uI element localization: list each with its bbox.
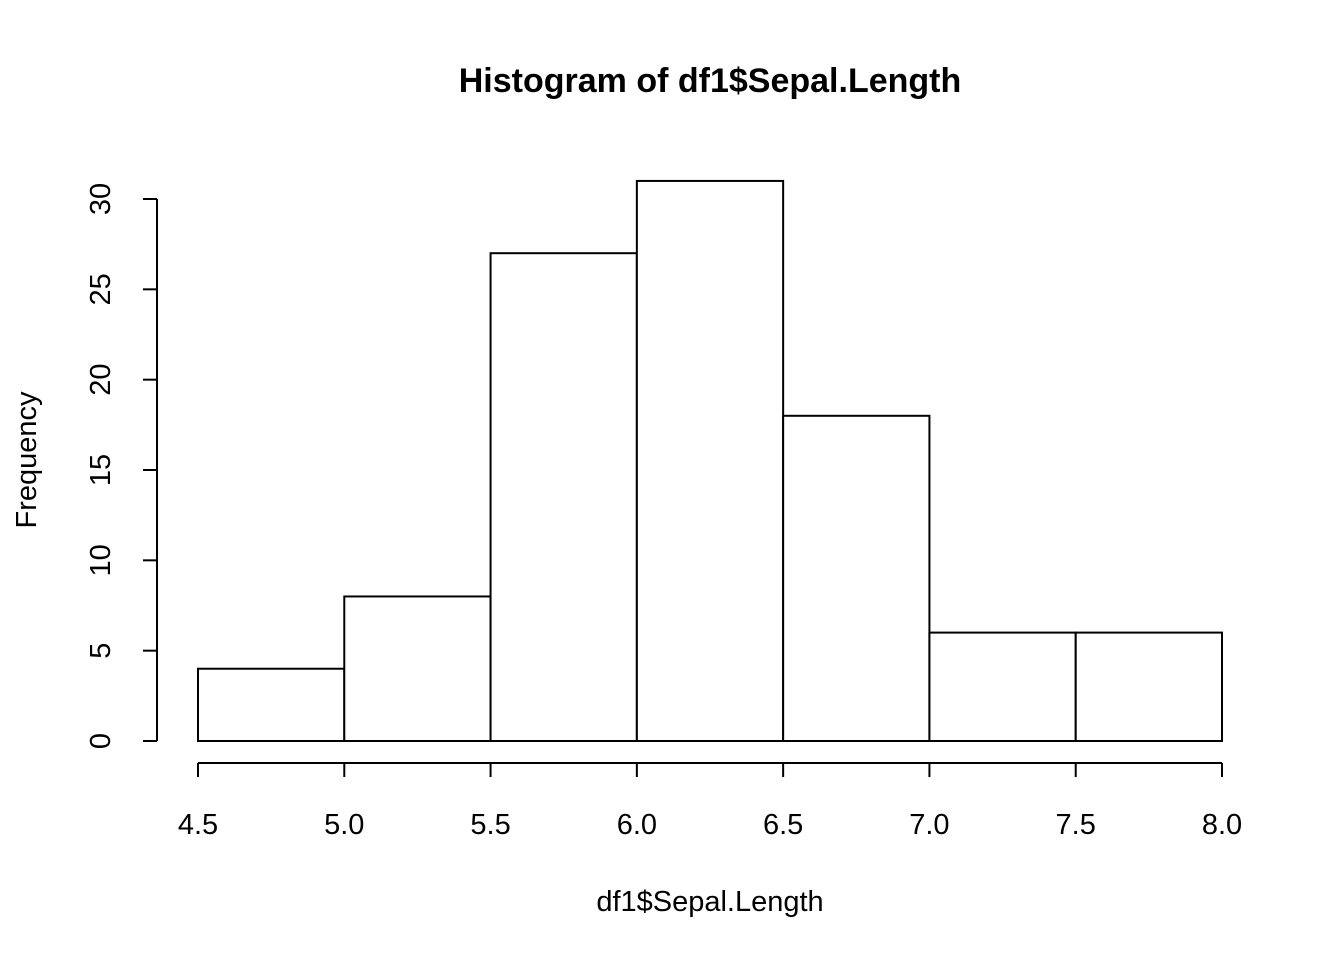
chart-title: Histogram of df1$Sepal.Length (459, 62, 962, 100)
x-tick-label: 7.5 (1056, 809, 1096, 841)
y-tick-label: 20 (85, 364, 117, 396)
x-tick-label: 6.5 (763, 809, 803, 841)
x-tick-label: 8.0 (1202, 809, 1242, 841)
histogram-bar (928, 631, 1077, 742)
x-tick-label: 4.5 (178, 809, 218, 841)
histogram-bar (343, 595, 492, 743)
y-tick-label: 5 (85, 643, 117, 659)
bars-group (197, 179, 1223, 743)
y-tick-label: 15 (85, 454, 117, 486)
y-tick-label: 10 (85, 544, 117, 576)
x-tick-label: 7.0 (909, 809, 949, 841)
x-axis-label: df1$Sepal.Length (596, 886, 823, 918)
x-tick-label: 5.0 (324, 809, 364, 841)
y-axis-label: Frequency (11, 391, 43, 529)
y-tick-label: 0 (85, 733, 117, 749)
histogram-bar (1074, 631, 1223, 742)
x-axis: 4.5 5.0 5.5 6.0 6.5 7.0 7.5 8.0 (178, 762, 1242, 841)
histogram-bar (635, 179, 785, 742)
histogram-bar (489, 252, 638, 742)
x-tick-label: 6.0 (617, 809, 657, 841)
y-tick-label: 30 (85, 183, 117, 215)
x-tick-label: 5.5 (470, 809, 510, 841)
y-axis: 0 5 10 15 20 25 30 (85, 183, 158, 749)
histogram-bar (197, 667, 346, 743)
y-tick-label: 25 (85, 273, 117, 305)
histogram-bar (782, 414, 931, 742)
